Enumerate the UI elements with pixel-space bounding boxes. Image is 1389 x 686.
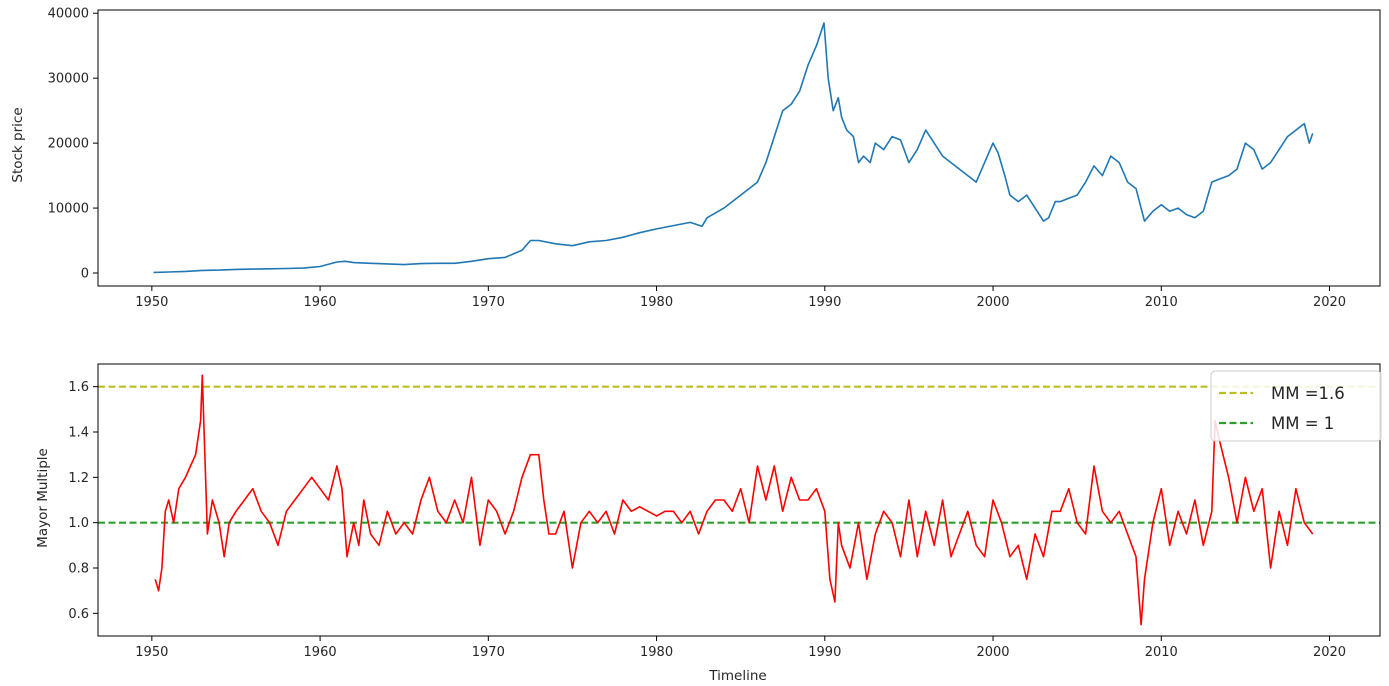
x-tick-label: 2000 <box>976 645 1009 660</box>
y-tick-label: 1.0 <box>68 516 89 531</box>
x-tick-label: 1960 <box>304 295 337 310</box>
y-tick-label: 40000 <box>48 7 89 22</box>
legend: MM =1.6 MM = 1 <box>1210 370 1382 442</box>
x-tick-label: 1980 <box>640 645 673 660</box>
timeline-xlabel: Timeline <box>708 668 766 684</box>
series-line-1-0 <box>154 374 1314 626</box>
x-tick-label: 2010 <box>1145 645 1178 660</box>
x-tick-label: 2010 <box>1145 295 1178 310</box>
y-tick-label: 0 <box>81 267 89 282</box>
legend-frame <box>1210 370 1382 442</box>
x-tick-label: 1970 <box>472 645 505 660</box>
x-tick-label: 1990 <box>808 295 841 310</box>
stock-price-ylabel: Stock price <box>10 107 26 182</box>
x-tick-label: 2020 <box>1313 295 1346 310</box>
y-tick-label: 1.6 <box>68 380 89 395</box>
x-tick-label: 1980 <box>640 295 673 310</box>
axes-frame <box>97 363 1381 637</box>
legend-label-mm-1: MM = 1 <box>1271 414 1334 433</box>
y-tick-label: 10000 <box>48 202 89 217</box>
mayor-multiple-ylabel: Mayor Multiple <box>35 448 51 548</box>
x-tick-label: 1960 <box>304 645 337 660</box>
axes-frame <box>97 9 1381 287</box>
legend-label-mm-1-6: MM =1.6 <box>1271 384 1345 403</box>
x-tick-label: 1950 <box>135 645 168 660</box>
x-tick-label: 1990 <box>808 645 841 660</box>
y-tick-label: 30000 <box>48 72 89 87</box>
y-tick-label: 20000 <box>48 137 89 152</box>
x-tick-label: 1970 <box>472 295 505 310</box>
series-line-0-0 <box>153 22 1314 274</box>
mayor-multiple-panel: 1950 1960 1970 1980 1990 2000 2010 2020 0.6 0.8 1.… <box>68 363 1381 660</box>
y-tick-label: 1.2 <box>68 471 89 486</box>
y-tick-label: 0.8 <box>68 562 89 577</box>
stock-price-panel: 1950 1960 1970 1980 1990 2000 2010 2020 0 10000 20… <box>48 7 1381 310</box>
x-tick-label: 2020 <box>1313 645 1346 660</box>
y-tick-label: 1.4 <box>68 426 89 441</box>
x-tick-label: 2000 <box>976 295 1009 310</box>
y-tick-label: 0.6 <box>68 607 89 622</box>
x-tick-label: 1950 <box>135 295 168 310</box>
